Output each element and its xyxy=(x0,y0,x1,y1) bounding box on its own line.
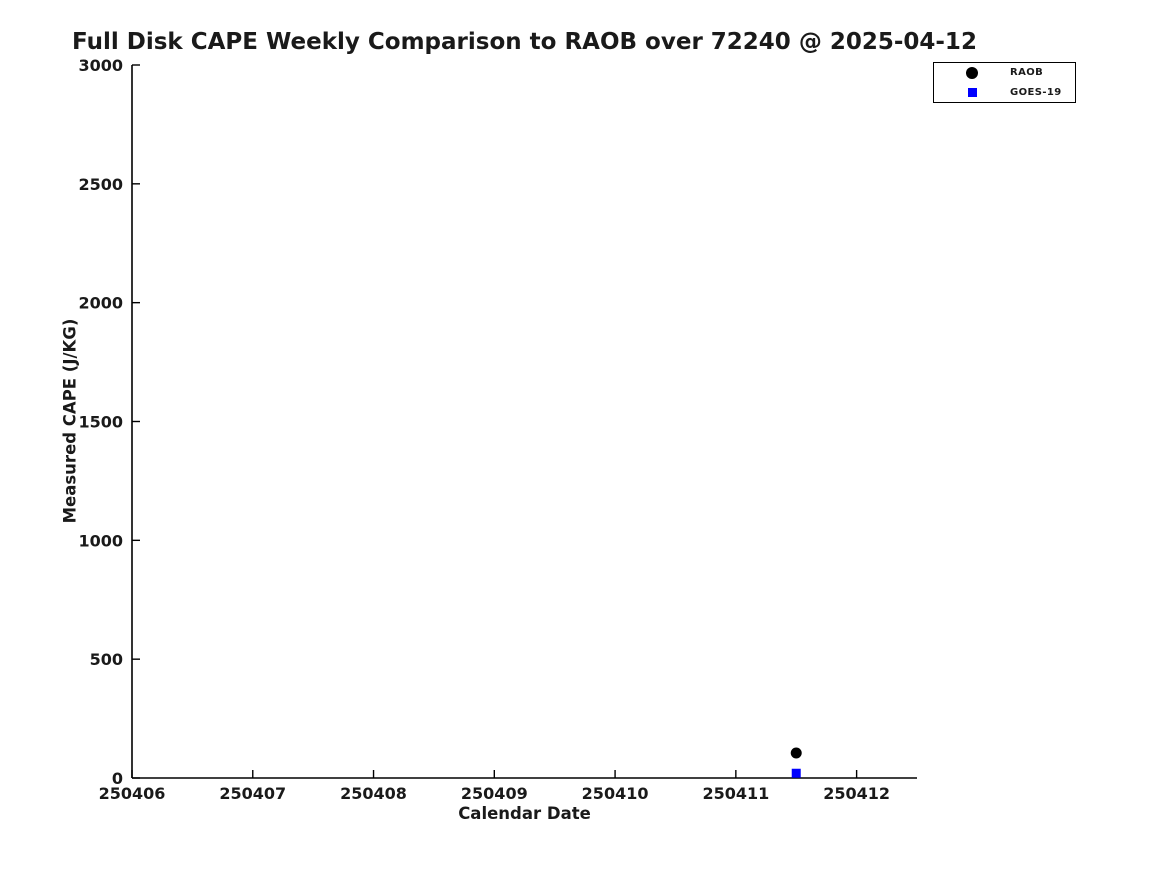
x-tick-label: 250410 xyxy=(582,784,649,803)
chart-title: Full Disk CAPE Weekly Comparison to RAOB… xyxy=(72,29,977,55)
x-tick-label: 250409 xyxy=(461,784,528,803)
legend-label: RAOB xyxy=(1010,67,1044,79)
data-point-raob xyxy=(790,747,802,759)
y-tick-label: 500 xyxy=(90,650,123,669)
x-tick-label: 250406 xyxy=(99,784,166,803)
y-tick-label: 1500 xyxy=(78,413,123,432)
y-axis-label-text: Measured CAPE (J/KG) xyxy=(60,318,80,524)
y-tick-label: 2500 xyxy=(78,175,123,194)
x-tick-label: 250408 xyxy=(340,784,407,803)
circle-marker-icon xyxy=(966,66,978,79)
square-marker-icon xyxy=(967,87,977,97)
y-tick-label: 3000 xyxy=(78,56,123,75)
legend-marker-col xyxy=(934,66,1010,79)
legend-marker-col xyxy=(934,87,1010,97)
x-tick-label: 250407 xyxy=(219,784,286,803)
legend-item-goes-19: GOES-19 xyxy=(934,83,1075,102)
x-tick-label: 250411 xyxy=(702,784,769,803)
legend-label: GOES-19 xyxy=(1010,86,1062,98)
y-tick-label: 1000 xyxy=(78,531,123,550)
y-tick-label: 0 xyxy=(112,769,123,788)
y-tick-label: 2000 xyxy=(78,294,123,313)
x-axis-label: Calendar Date xyxy=(458,804,591,823)
legend: RAOB GOES-19 xyxy=(933,62,1076,103)
legend-item-raob: RAOB xyxy=(934,63,1075,82)
x-tick-label: 250412 xyxy=(823,784,890,803)
data-point-goes-19 xyxy=(791,768,801,778)
